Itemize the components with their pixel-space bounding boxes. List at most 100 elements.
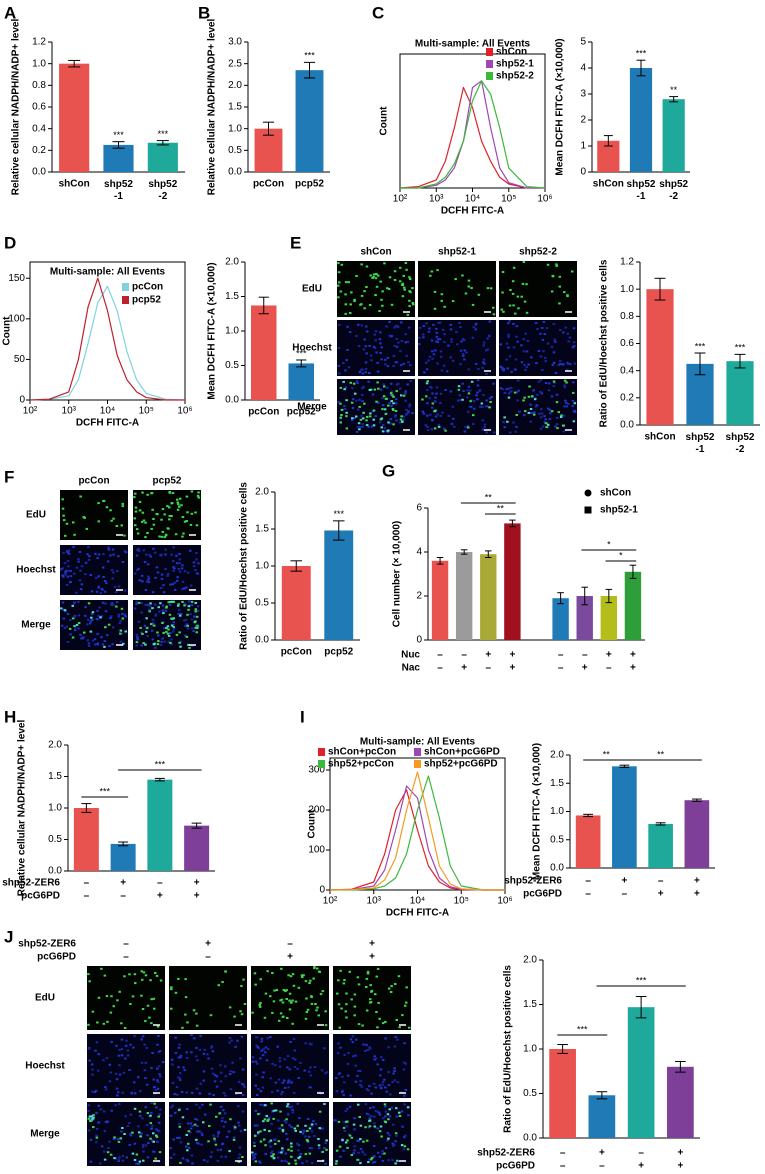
nucleus (108, 1140, 111, 1143)
condition-mark: – (485, 663, 491, 674)
edu-signal (345, 427, 349, 430)
nucleus (78, 579, 82, 582)
nucleus (360, 1085, 363, 1088)
nucleus (392, 1072, 395, 1075)
nucleus (573, 362, 577, 365)
nucleus (353, 1149, 356, 1152)
nucleus (75, 591, 78, 594)
nucleus (543, 333, 547, 336)
nucleus (242, 1068, 245, 1071)
nucleus (563, 405, 566, 408)
condition-mark: – (461, 650, 467, 661)
nucleus (572, 341, 576, 344)
nucleus (110, 1040, 113, 1043)
nucleus (283, 1058, 286, 1061)
nucleus (220, 1071, 223, 1074)
edu-signal (167, 634, 171, 637)
nucleus (115, 601, 119, 604)
condition-mark: – (560, 1148, 566, 1159)
nucleus (67, 565, 70, 568)
edu-signal (383, 1120, 387, 1123)
nucleus (341, 1089, 344, 1092)
nucleus (341, 1075, 344, 1078)
nucleus (505, 342, 509, 345)
row-label: EdU (26, 510, 46, 521)
nucleus (189, 1131, 192, 1134)
significance-label: *** (735, 343, 746, 353)
edu-signal (461, 398, 464, 401)
nucleus (488, 320, 491, 323)
edu-signal (527, 411, 531, 414)
nucleus (510, 370, 513, 373)
nucleus (561, 363, 564, 366)
y-tick-label: 1.0 (228, 123, 242, 134)
nucleus (127, 1054, 130, 1057)
edu-signal (408, 290, 411, 293)
nucleus (202, 1079, 205, 1082)
nucleus (196, 1130, 199, 1133)
nucleus (198, 1048, 202, 1051)
edu-signal (522, 399, 525, 402)
category-label: pcp52 (324, 647, 353, 658)
nucleus (66, 612, 70, 615)
edu-signal (140, 994, 143, 997)
nucleus (173, 588, 177, 591)
edu-signal (195, 627, 199, 629)
y-tick-label: 0.5 (225, 360, 239, 371)
comparison-label: ** (485, 492, 493, 502)
edu-signal (565, 381, 568, 384)
edu-signal (369, 274, 372, 277)
comparison-label: *** (577, 1024, 588, 1034)
edu-signal (394, 1162, 397, 1165)
legend-marker (584, 506, 592, 514)
nucleus (447, 414, 451, 417)
nucleus (370, 425, 374, 428)
nucleus (368, 1158, 371, 1161)
edu-signal (380, 426, 383, 429)
edu-signal (312, 977, 315, 980)
nucleus (156, 1140, 159, 1143)
edu-signal (156, 1025, 160, 1028)
nucleus (355, 379, 359, 382)
edu-signal (139, 626, 142, 629)
nucleus (110, 603, 113, 606)
y-axis-label: Count (2, 316, 13, 346)
edu-signal (344, 303, 347, 306)
condition-mark: + (509, 650, 515, 661)
nucleus (84, 561, 88, 564)
edu-signal (88, 980, 91, 983)
nucleus (170, 643, 173, 645)
nucleus (507, 333, 510, 336)
edu-signal (365, 1009, 369, 1012)
nucleus (542, 350, 545, 353)
row-label: EdU (302, 284, 322, 295)
edu-signal (170, 988, 173, 991)
edu-signal (425, 395, 428, 398)
edu-signal (144, 643, 147, 646)
nucleus (367, 425, 370, 428)
nucleus (95, 1134, 98, 1137)
nucleus (418, 336, 421, 339)
histogram-line (29, 285, 186, 401)
edu-signal (194, 626, 197, 629)
nucleus (140, 574, 144, 577)
nucleus (237, 1080, 241, 1083)
edu-signal (299, 1130, 302, 1133)
edu-signal (214, 1143, 218, 1146)
nucleus (439, 414, 443, 417)
edu-signal (146, 532, 149, 534)
x-tick-label: 10² (393, 194, 408, 205)
y-tick-label: 0.0 (228, 167, 242, 178)
nucleus (507, 322, 510, 325)
nucleus (485, 399, 488, 402)
edu-signal (146, 1112, 150, 1114)
edu-signal (286, 1105, 289, 1108)
edu-signal (403, 288, 406, 291)
nucleus (210, 1046, 213, 1049)
nucleus (172, 630, 175, 633)
nucleus (116, 1138, 119, 1141)
edu-signal (187, 1130, 191, 1133)
edu-signal (138, 1160, 142, 1163)
nucleus (281, 1149, 284, 1152)
nucleus (115, 590, 118, 593)
